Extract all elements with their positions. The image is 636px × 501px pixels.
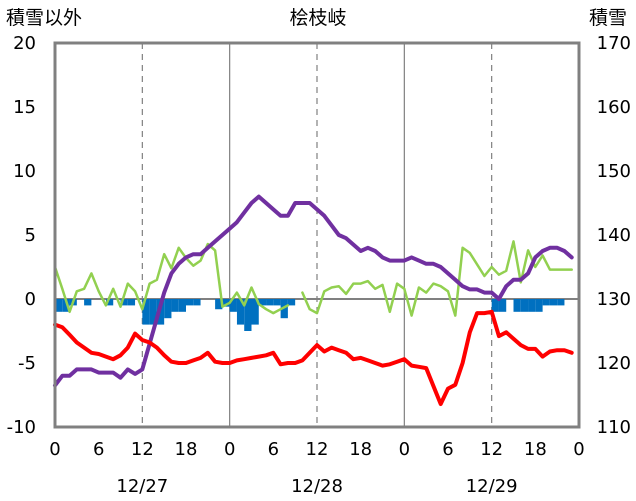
precip-bar [266, 299, 274, 306]
x-tick-label: 6 [93, 439, 104, 460]
x-tick-label: 12 [306, 439, 329, 460]
precip-bar [127, 299, 136, 306]
precip-bar [244, 299, 252, 331]
right-tick-label: 160 [597, 97, 631, 118]
precip-bar [178, 299, 186, 312]
precip-bar [528, 299, 536, 312]
series-line-temperature [53, 309, 574, 406]
left-tick-label: 15 [13, 97, 36, 118]
precip-bar [62, 299, 70, 312]
precipitation-bars [55, 299, 565, 331]
right-tick-label: 140 [597, 225, 631, 246]
right-tick-label: 120 [597, 353, 631, 374]
series-line-snow-depth [53, 194, 574, 388]
left-tick-label: 10 [13, 161, 36, 182]
date-label: 12/27 [116, 476, 168, 497]
right-tick-label: 170 [597, 33, 631, 54]
precip-bar [498, 299, 507, 312]
precip-bar [215, 299, 223, 310]
precip-bar [258, 299, 267, 306]
precip-bar [251, 299, 259, 325]
precip-bar [222, 299, 230, 307]
precip-bar [273, 299, 281, 306]
series-lines [53, 194, 574, 406]
left-tick-label: -10 [7, 417, 36, 438]
date-label: 12/29 [466, 476, 518, 497]
precip-bar [55, 299, 63, 312]
x-tick-label: 0 [573, 439, 584, 460]
precip-bar [557, 299, 565, 306]
precip-bar [105, 299, 114, 306]
x-tick-label: 0 [399, 439, 410, 460]
date-label: 12/28 [291, 476, 343, 497]
precip-bar [287, 299, 296, 306]
x-tick-label: 6 [442, 439, 453, 460]
precip-bar [142, 299, 150, 325]
plot-frame [53, 41, 581, 429]
right-tick-label: 130 [597, 289, 631, 310]
x-tick-label: 0 [49, 439, 60, 460]
precip-bar [120, 299, 128, 306]
precip-bar [535, 299, 543, 312]
chart-title: 桧枝岐 [289, 7, 346, 29]
precip-bar [542, 299, 550, 306]
x-tick-label: 18 [175, 439, 198, 460]
x-tick-label: 18 [524, 439, 547, 460]
x-tick-label: 0 [224, 439, 235, 460]
x-tick-label: 12 [480, 439, 503, 460]
grid-lines [55, 43, 579, 427]
x-tick-label: 18 [349, 439, 372, 460]
precip-bar [84, 299, 92, 306]
left-axis-label: 積雪以外 [6, 7, 82, 29]
right-tick-label: 150 [597, 161, 631, 182]
right-axis-label: 積雪 [589, 7, 627, 29]
left-tick-label: 0 [25, 289, 36, 310]
x-tick-label: 12 [131, 439, 154, 460]
x-tick-label: 6 [268, 439, 279, 460]
left-tick-label: 5 [25, 225, 36, 246]
precip-bar [229, 299, 237, 312]
precip-bar [549, 299, 558, 306]
precip-bar [513, 299, 521, 312]
right-tick-label: 110 [597, 417, 631, 438]
precip-bar [149, 299, 157, 325]
left-tick-label: -5 [18, 353, 36, 374]
precip-bar [186, 299, 194, 306]
precip-bar [491, 299, 499, 312]
precip-bar [520, 299, 529, 312]
series-line-wind-speed [53, 240, 573, 317]
precip-bar [171, 299, 179, 312]
precip-bar [236, 299, 245, 325]
precip-bar [164, 299, 172, 319]
precip-bar [193, 299, 201, 306]
left-tick-label: 20 [13, 33, 36, 54]
